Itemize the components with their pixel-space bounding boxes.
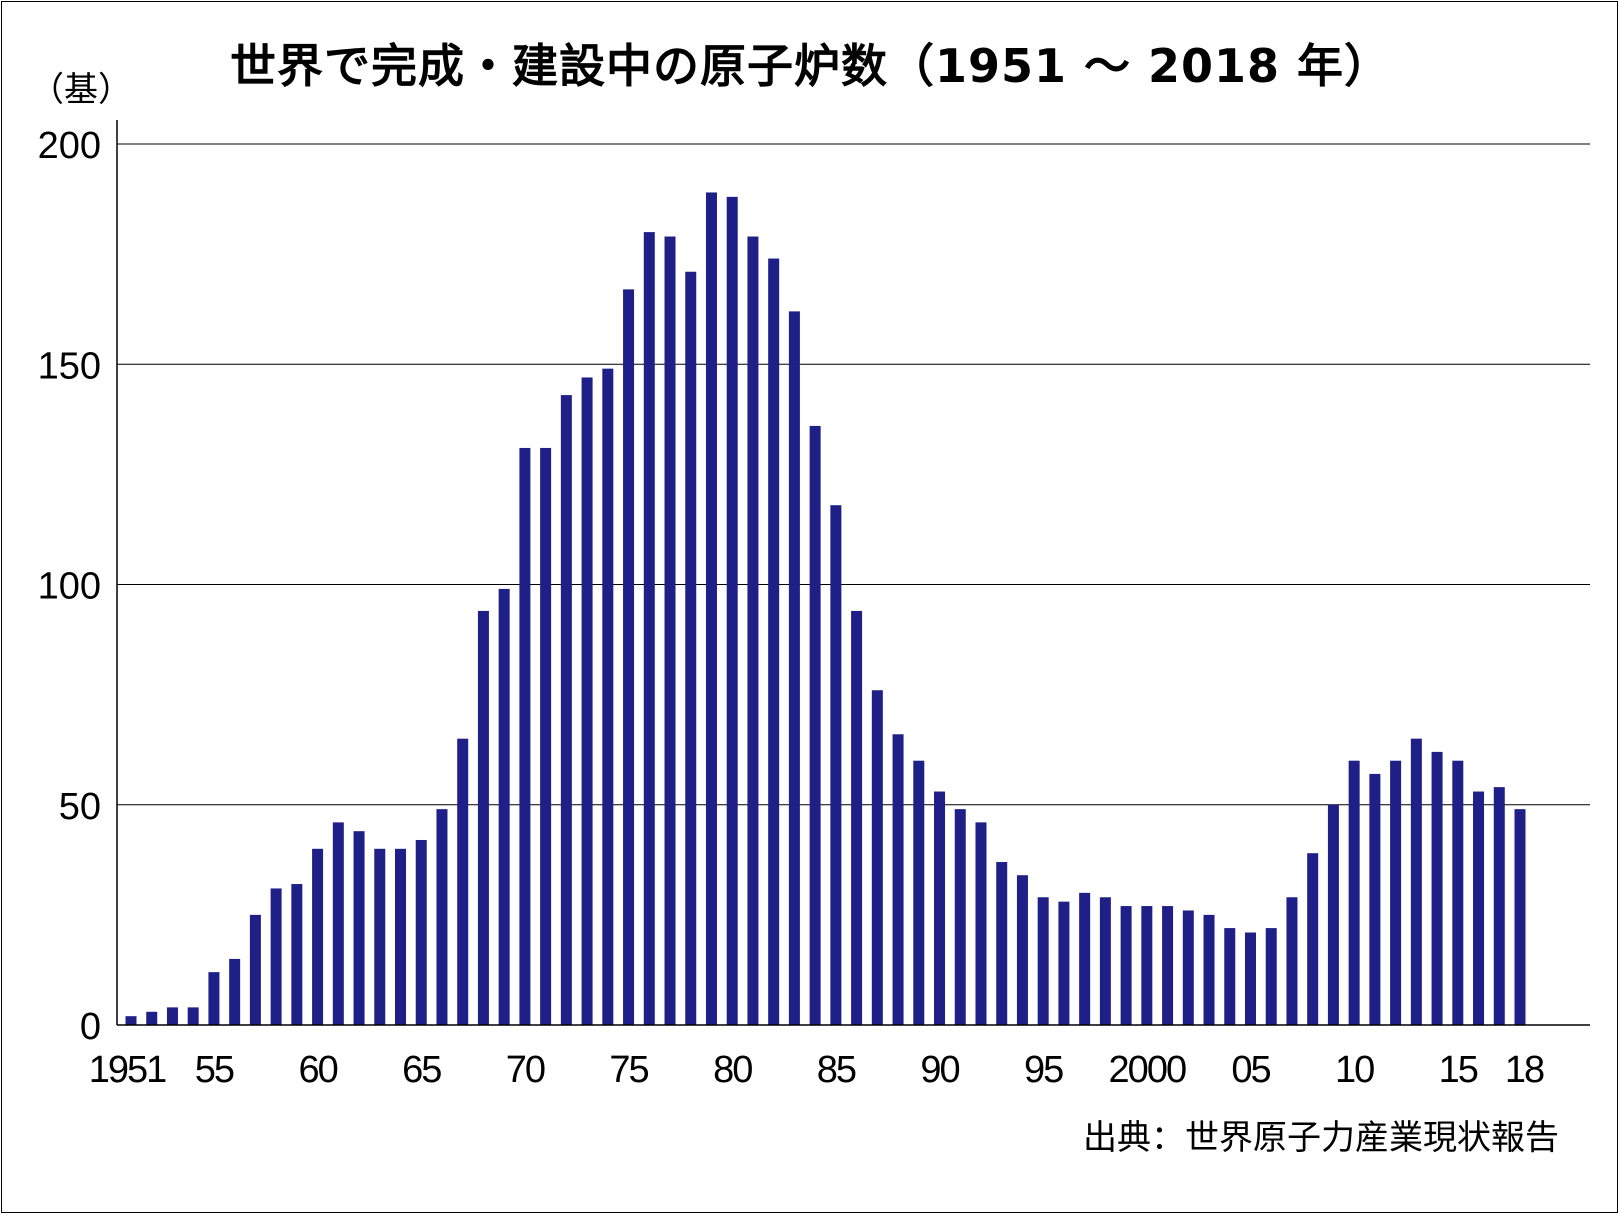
bar xyxy=(1141,906,1153,1025)
bar xyxy=(1286,897,1298,1025)
bar xyxy=(166,1007,178,1025)
bar xyxy=(519,447,531,1025)
x-tick-label: 95 xyxy=(1024,1049,1063,1091)
bar xyxy=(581,377,593,1026)
bar xyxy=(270,888,282,1025)
x-tick-label: 90 xyxy=(920,1049,959,1091)
x-tick-label: 60 xyxy=(298,1049,337,1091)
x-tick-label: 10 xyxy=(1335,1049,1374,1091)
bar xyxy=(954,809,966,1025)
bar xyxy=(353,831,365,1025)
bar xyxy=(1473,791,1485,1025)
bar xyxy=(187,1007,199,1025)
x-tick-label: 80 xyxy=(713,1049,752,1091)
bar xyxy=(664,236,676,1025)
bar xyxy=(229,958,241,1025)
bar xyxy=(747,236,759,1025)
bar xyxy=(892,734,904,1025)
bar xyxy=(623,289,635,1025)
bar xyxy=(1348,760,1360,1025)
bar xyxy=(913,760,925,1025)
bar xyxy=(312,848,324,1025)
bar xyxy=(1224,928,1236,1025)
bar xyxy=(934,791,946,1025)
x-tick-label: 85 xyxy=(817,1049,856,1091)
x-tick-label: 55 xyxy=(195,1049,234,1091)
bar xyxy=(996,862,1008,1025)
bar xyxy=(1182,910,1194,1025)
bar xyxy=(1244,932,1256,1025)
bar xyxy=(291,884,303,1025)
y-tick-label: 50 xyxy=(59,786,101,828)
bar xyxy=(1016,875,1028,1025)
bar xyxy=(788,311,800,1025)
bar xyxy=(560,395,572,1026)
x-tick-label: 75 xyxy=(609,1049,648,1091)
x-tick-label: 15 xyxy=(1439,1049,1478,1091)
x-tick-label: 18 xyxy=(1505,1049,1544,1091)
bar xyxy=(685,271,697,1025)
bar xyxy=(809,425,821,1025)
bar xyxy=(1037,897,1049,1025)
y-tick-label: 100 xyxy=(38,566,101,608)
bar xyxy=(540,447,552,1025)
bar xyxy=(208,972,220,1025)
x-tick-label: 65 xyxy=(402,1049,441,1091)
bar xyxy=(415,839,427,1025)
bar xyxy=(1390,760,1402,1025)
bar xyxy=(1265,928,1277,1025)
bar xyxy=(146,1011,158,1025)
bar xyxy=(705,192,717,1025)
x-tick-label: 70 xyxy=(506,1049,545,1091)
bar xyxy=(125,1016,137,1025)
y-axis-unit-label: （基） xyxy=(30,70,132,110)
x-tick-label: 05 xyxy=(1231,1049,1270,1091)
bar xyxy=(1452,760,1464,1025)
y-tick-label: 0 xyxy=(80,1006,101,1048)
bar xyxy=(602,368,614,1025)
bar xyxy=(477,610,489,1025)
bar xyxy=(374,848,386,1025)
bar xyxy=(1099,897,1111,1025)
y-tick-label: 200 xyxy=(38,125,101,167)
bar xyxy=(1431,751,1443,1025)
bar xyxy=(332,822,344,1025)
bar xyxy=(726,196,738,1026)
bar xyxy=(1410,738,1422,1025)
bar xyxy=(830,505,842,1026)
bar xyxy=(1058,901,1070,1025)
bar xyxy=(498,588,510,1025)
bar xyxy=(768,258,780,1025)
source-note: 出典：世界原子力産業現状報告 xyxy=(1083,1118,1559,1158)
bar xyxy=(395,848,407,1025)
bar xyxy=(643,232,655,1026)
chart-title: 世界で完成・建設中の原子炉数（1951 ～ 2018 年） xyxy=(229,39,1392,93)
bar xyxy=(871,690,883,1025)
bar xyxy=(1079,892,1091,1025)
bar xyxy=(1162,906,1174,1025)
bar xyxy=(851,610,863,1025)
bar xyxy=(1493,787,1505,1025)
bar xyxy=(1203,914,1215,1025)
bar xyxy=(457,738,469,1025)
x-tick-label: 1951 xyxy=(89,1049,166,1091)
bar xyxy=(1514,809,1526,1025)
x-tick-label: 2000 xyxy=(1109,1049,1186,1091)
bar xyxy=(1120,906,1132,1025)
bar xyxy=(249,914,261,1025)
bar xyxy=(1307,853,1319,1025)
y-tick-label: 150 xyxy=(38,345,101,387)
bar xyxy=(975,822,987,1025)
bar xyxy=(1327,804,1339,1025)
bar xyxy=(1369,773,1381,1025)
bar xyxy=(436,809,448,1025)
